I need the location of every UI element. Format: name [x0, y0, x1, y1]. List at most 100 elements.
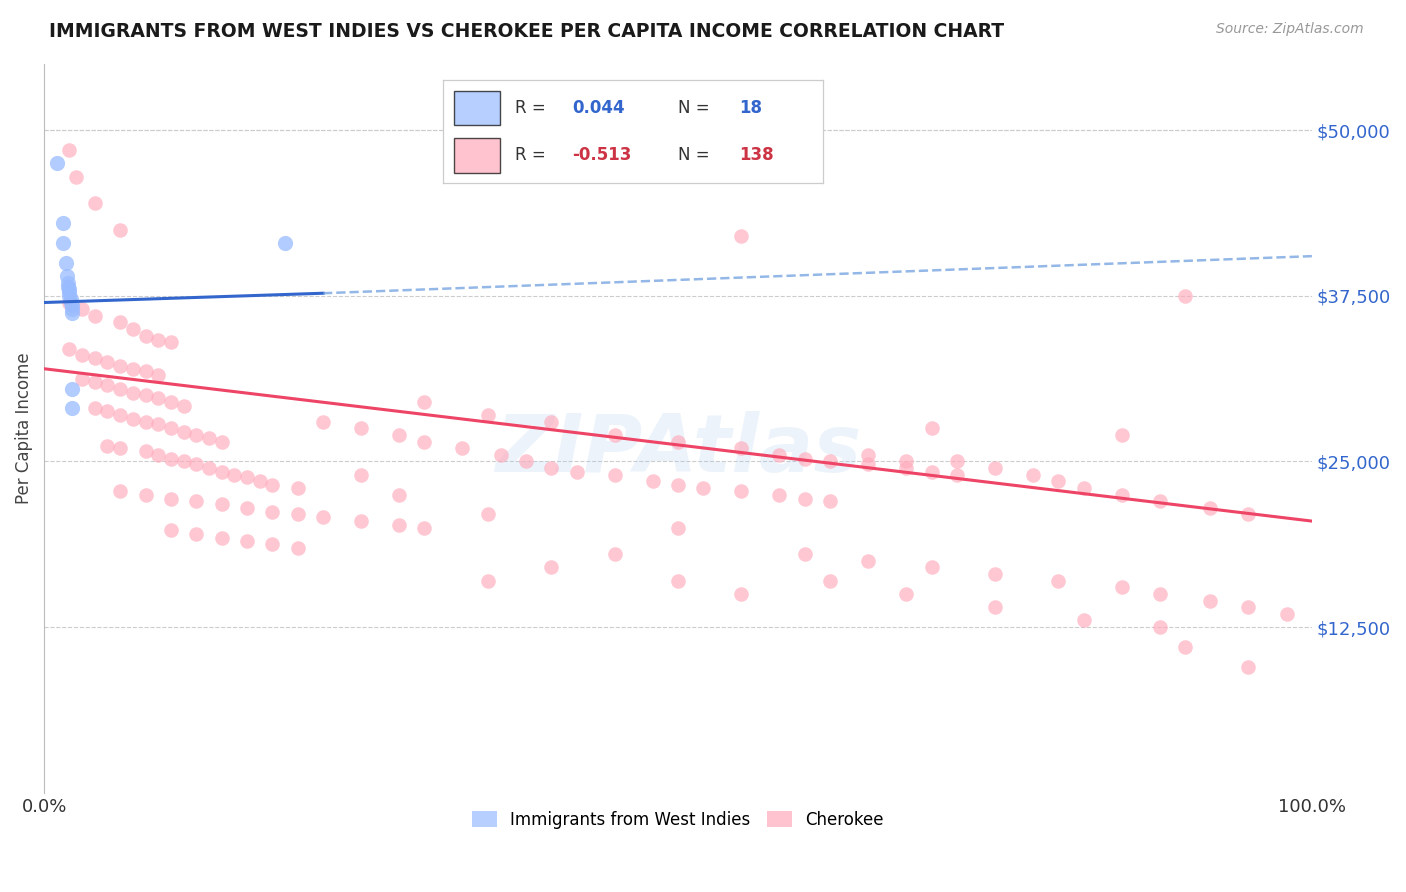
- Point: [793, 491, 815, 506]
- Point: [1022, 467, 1045, 482]
- Point: [121, 361, 143, 376]
- Point: [477, 508, 499, 522]
- Point: [312, 510, 335, 524]
- Point: [160, 491, 183, 506]
- Point: [135, 388, 157, 402]
- Point: [1111, 487, 1133, 501]
- Point: [515, 454, 537, 468]
- Point: [108, 483, 131, 498]
- Point: [896, 461, 918, 475]
- Point: [60, 401, 83, 416]
- Point: [856, 448, 879, 462]
- Point: [1174, 289, 1197, 303]
- Point: [236, 500, 259, 515]
- Point: [96, 377, 118, 392]
- Point: [274, 235, 297, 250]
- Point: [108, 408, 131, 422]
- Point: [55, 256, 77, 270]
- Point: [58, 143, 80, 157]
- Text: 138: 138: [740, 146, 773, 164]
- Point: [96, 404, 118, 418]
- Point: [160, 524, 183, 538]
- Point: [793, 547, 815, 561]
- Y-axis label: Per Capita Income: Per Capita Income: [15, 352, 32, 504]
- Point: [211, 465, 233, 479]
- Point: [540, 415, 562, 429]
- Point: [60, 302, 83, 317]
- Point: [160, 335, 183, 350]
- Point: [350, 514, 373, 528]
- Point: [70, 372, 93, 386]
- Point: [768, 487, 790, 501]
- Point: [666, 478, 689, 492]
- Point: [60, 298, 83, 312]
- Point: [666, 434, 689, 449]
- Point: [148, 391, 170, 405]
- Point: [540, 461, 562, 475]
- Point: [45, 156, 67, 170]
- Point: [666, 574, 689, 588]
- Point: [198, 461, 221, 475]
- Point: [173, 454, 195, 468]
- Text: 0.044: 0.044: [572, 99, 624, 117]
- Point: [1199, 500, 1222, 515]
- Point: [65, 169, 87, 184]
- Point: [58, 289, 80, 303]
- Text: 18: 18: [740, 99, 762, 117]
- Point: [477, 408, 499, 422]
- Point: [1275, 607, 1298, 621]
- Point: [768, 448, 790, 462]
- Point: [186, 494, 208, 508]
- Point: [160, 451, 183, 466]
- Point: [413, 521, 436, 535]
- Point: [249, 475, 271, 489]
- Point: [413, 434, 436, 449]
- Point: [236, 470, 259, 484]
- Point: [58, 282, 80, 296]
- Point: [186, 428, 208, 442]
- Point: [59, 295, 82, 310]
- Point: [121, 385, 143, 400]
- Point: [56, 268, 79, 283]
- Point: [58, 276, 80, 290]
- Point: [173, 399, 195, 413]
- Point: [603, 547, 626, 561]
- Point: [312, 415, 335, 429]
- Point: [211, 434, 233, 449]
- Text: R =: R =: [515, 146, 546, 164]
- Text: Source: ZipAtlas.com: Source: ZipAtlas.com: [1216, 22, 1364, 37]
- Point: [984, 461, 1007, 475]
- Point: [793, 451, 815, 466]
- Point: [388, 487, 411, 501]
- Point: [921, 465, 943, 479]
- Text: N =: N =: [678, 99, 710, 117]
- Point: [856, 457, 879, 471]
- Point: [186, 457, 208, 471]
- Point: [730, 587, 752, 601]
- Point: [70, 349, 93, 363]
- Point: [730, 229, 752, 244]
- Point: [1174, 640, 1197, 654]
- Point: [224, 467, 246, 482]
- Point: [1149, 620, 1171, 634]
- Point: [121, 412, 143, 426]
- Point: [60, 382, 83, 396]
- Point: [1047, 574, 1070, 588]
- Point: [108, 315, 131, 329]
- Point: [984, 600, 1007, 615]
- Point: [262, 478, 284, 492]
- Point: [83, 196, 105, 211]
- Point: [108, 382, 131, 396]
- Point: [148, 448, 170, 462]
- Point: [1149, 587, 1171, 601]
- Point: [818, 494, 841, 508]
- Point: [350, 467, 373, 482]
- Point: [1073, 481, 1095, 495]
- Point: [52, 235, 75, 250]
- Point: [287, 481, 309, 495]
- Point: [540, 560, 562, 574]
- Point: [262, 505, 284, 519]
- Point: [1047, 475, 1070, 489]
- Text: N =: N =: [678, 146, 710, 164]
- Point: [52, 216, 75, 230]
